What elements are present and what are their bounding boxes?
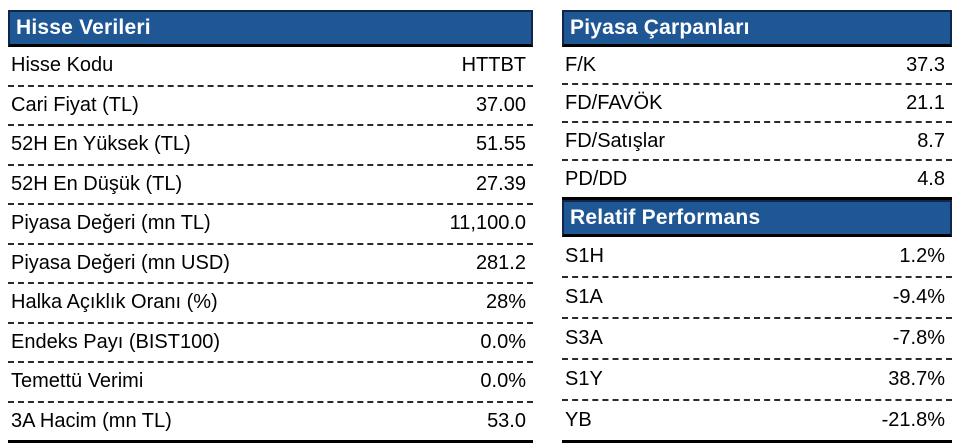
row-value: -7.8%	[892, 327, 945, 349]
stock-data-table: Hisse Verileri Hisse Kodu HTTBT Cari Fiy…	[8, 10, 533, 443]
relative-performance-rows: S1H 1.2% S1A -9.4% S3A -7.8% S1Y 38.7% Y…	[562, 237, 952, 440]
row-label: S1H	[565, 245, 604, 267]
table-row: YB -21.8%	[562, 401, 952, 440]
row-value: 38.7%	[888, 368, 945, 390]
relative-performance-table: Relatif Performans S1H 1.2% S1A -9.4% S3…	[562, 200, 952, 443]
table-row: FD/FAVÖK 21.1	[562, 85, 952, 123]
row-value: 21.1	[906, 91, 945, 114]
table-row: FD/Satışlar 8.7	[562, 123, 952, 161]
row-value: 53.0	[487, 409, 526, 432]
row-value: 11,100.0	[449, 212, 526, 235]
row-label: Piyasa Değeri (mn USD)	[11, 251, 230, 274]
stock-data-rows: Hisse Kodu HTTBT Cari Fiyat (TL) 37.00 5…	[8, 47, 533, 440]
row-label: 52H En Düşük (TL)	[11, 172, 183, 195]
row-value: -9.4%	[892, 286, 945, 308]
row-value: 0.0%	[480, 370, 526, 393]
row-value: 1.2%	[899, 245, 945, 267]
row-label: S1A	[565, 286, 603, 308]
row-value: -21.8%	[881, 409, 945, 431]
table-row: S1H 1.2%	[562, 237, 952, 278]
row-label: FD/FAVÖK	[565, 91, 663, 114]
row-label: 3A Hacim (mn TL)	[11, 409, 172, 432]
stock-data-header: Hisse Verileri	[8, 10, 533, 47]
row-label: Temettü Verimi	[11, 370, 144, 393]
row-value: 27.39	[475, 172, 526, 195]
row-label: Endeks Payı (BIST100)	[11, 330, 220, 353]
row-label: FD/Satışlar	[565, 129, 666, 152]
table-row: Hisse Kodu HTTBT	[8, 47, 533, 87]
table-row: S1A -9.4%	[562, 278, 952, 319]
row-label: YB	[565, 409, 592, 431]
market-multiples-rows: F/K 37.3 FD/FAVÖK 21.1 FD/Satışlar 8.7 P…	[562, 47, 952, 197]
row-label: S1Y	[565, 368, 603, 390]
market-multiples-title: Piyasa Çarpanları	[570, 16, 750, 39]
row-label: Piyasa Değeri (mn TL)	[11, 212, 211, 235]
row-value: 8.7	[917, 129, 945, 152]
row-label: PD/DD	[565, 167, 628, 190]
row-label: 52H En Yüksek (TL)	[11, 133, 191, 156]
row-value: 51.55	[475, 133, 526, 156]
table-row: F/K 37.3	[562, 47, 952, 85]
table-row: 52H En Düşük (TL) 27.39	[8, 166, 533, 205]
relative-performance-header: Relatif Performans	[562, 200, 952, 237]
stock-data-title: Hisse Verileri	[16, 16, 151, 39]
table-row: Piyasa Değeri (mn TL) 11,100.0	[8, 205, 533, 245]
market-multiples-table: Piyasa Çarpanları F/K 37.3 FD/FAVÖK 21.1…	[562, 10, 952, 200]
row-value: 37.00	[475, 93, 526, 116]
table-row: Temettü Verimi 0.0%	[8, 363, 533, 403]
row-value: 281.2	[475, 251, 526, 274]
table-row: Endeks Payı (BIST100) 0.0%	[8, 324, 533, 363]
row-label: S3A	[565, 327, 603, 349]
table-row: Cari Fiyat (TL) 37.00	[8, 87, 533, 126]
row-label: F/K	[565, 53, 597, 76]
row-label: Halka Açıklık Oranı (%)	[11, 291, 218, 314]
row-label: Cari Fiyat (TL)	[11, 93, 139, 116]
table-row: 52H En Yüksek (TL) 51.55	[8, 126, 533, 166]
row-value: 0.0%	[480, 330, 526, 353]
market-multiples-header: Piyasa Çarpanları	[562, 10, 952, 47]
table-row: PD/DD 4.8	[562, 161, 952, 197]
table-row: 3A Hacim (mn TL) 53.0	[8, 403, 533, 441]
table-row: Piyasa Değeri (mn USD) 281.2	[8, 245, 533, 284]
row-label: Hisse Kodu	[11, 54, 114, 77]
table-row: Halka Açıklık Oranı (%) 28%	[8, 284, 533, 324]
row-value: 28%	[485, 291, 526, 314]
row-value: 37.3	[906, 53, 945, 76]
table-row: S3A -7.8%	[562, 319, 952, 360]
row-value: HTTBT	[461, 54, 526, 77]
relative-performance-title: Relatif Performans	[570, 206, 761, 229]
row-value: 4.8	[917, 167, 945, 190]
table-row: S1Y 38.7%	[562, 360, 952, 401]
